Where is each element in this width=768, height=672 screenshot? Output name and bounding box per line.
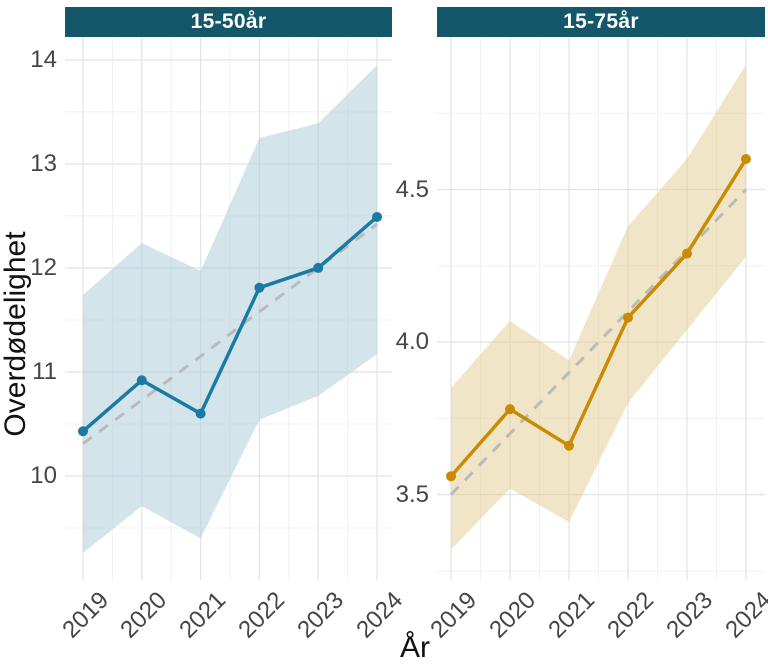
x-tick-label: 2021 [174,586,232,644]
y-tick-label: 3.5 [395,480,429,508]
data-point [254,282,265,293]
trend-line [449,188,748,496]
confidence-ribbon [83,65,377,553]
data-point [741,154,751,165]
x-tick-label: 2023 [660,586,718,644]
data-point [564,440,574,451]
x-tick-label: 2021 [542,586,600,644]
x-tick-label: 2022 [233,586,291,644]
y-tick-label: 4.0 [395,328,429,356]
data-point [505,404,515,415]
x-tick-label: 2020 [115,586,173,644]
y-tick-label: 4.5 [395,175,429,203]
y-tick-label: 11 [32,357,57,385]
data-point [313,262,324,273]
y-tick-label: 12 [30,253,57,281]
panel-15-75ar [437,37,765,580]
data-point [682,248,692,259]
x-axis-title: År [400,631,430,664]
data-line [81,215,379,433]
confidence-ribbon [451,64,746,550]
x-tick-label: 2019 [56,586,114,644]
y-tick-label: 13 [30,149,57,177]
data-point [446,471,456,482]
facet-strip-15-75ar: 15-75år [437,7,765,37]
data-points [78,211,382,437]
y-tick-label: 10 [30,461,57,489]
data-point [623,312,633,323]
y-axis-title: Overdødelighet [0,231,32,437]
data-point [372,211,382,222]
data-points [446,154,751,482]
x-tick-label: 2022 [601,586,659,644]
facet-strip-15-50ar: 15-50år [65,7,392,37]
y-tick-label: 14 [30,45,57,73]
data-point [78,426,88,437]
data-line [449,157,748,479]
panel-15-50ar [65,37,392,580]
data-point [195,408,206,419]
x-tick-label: 2024 [719,586,768,644]
data-point [136,375,147,386]
